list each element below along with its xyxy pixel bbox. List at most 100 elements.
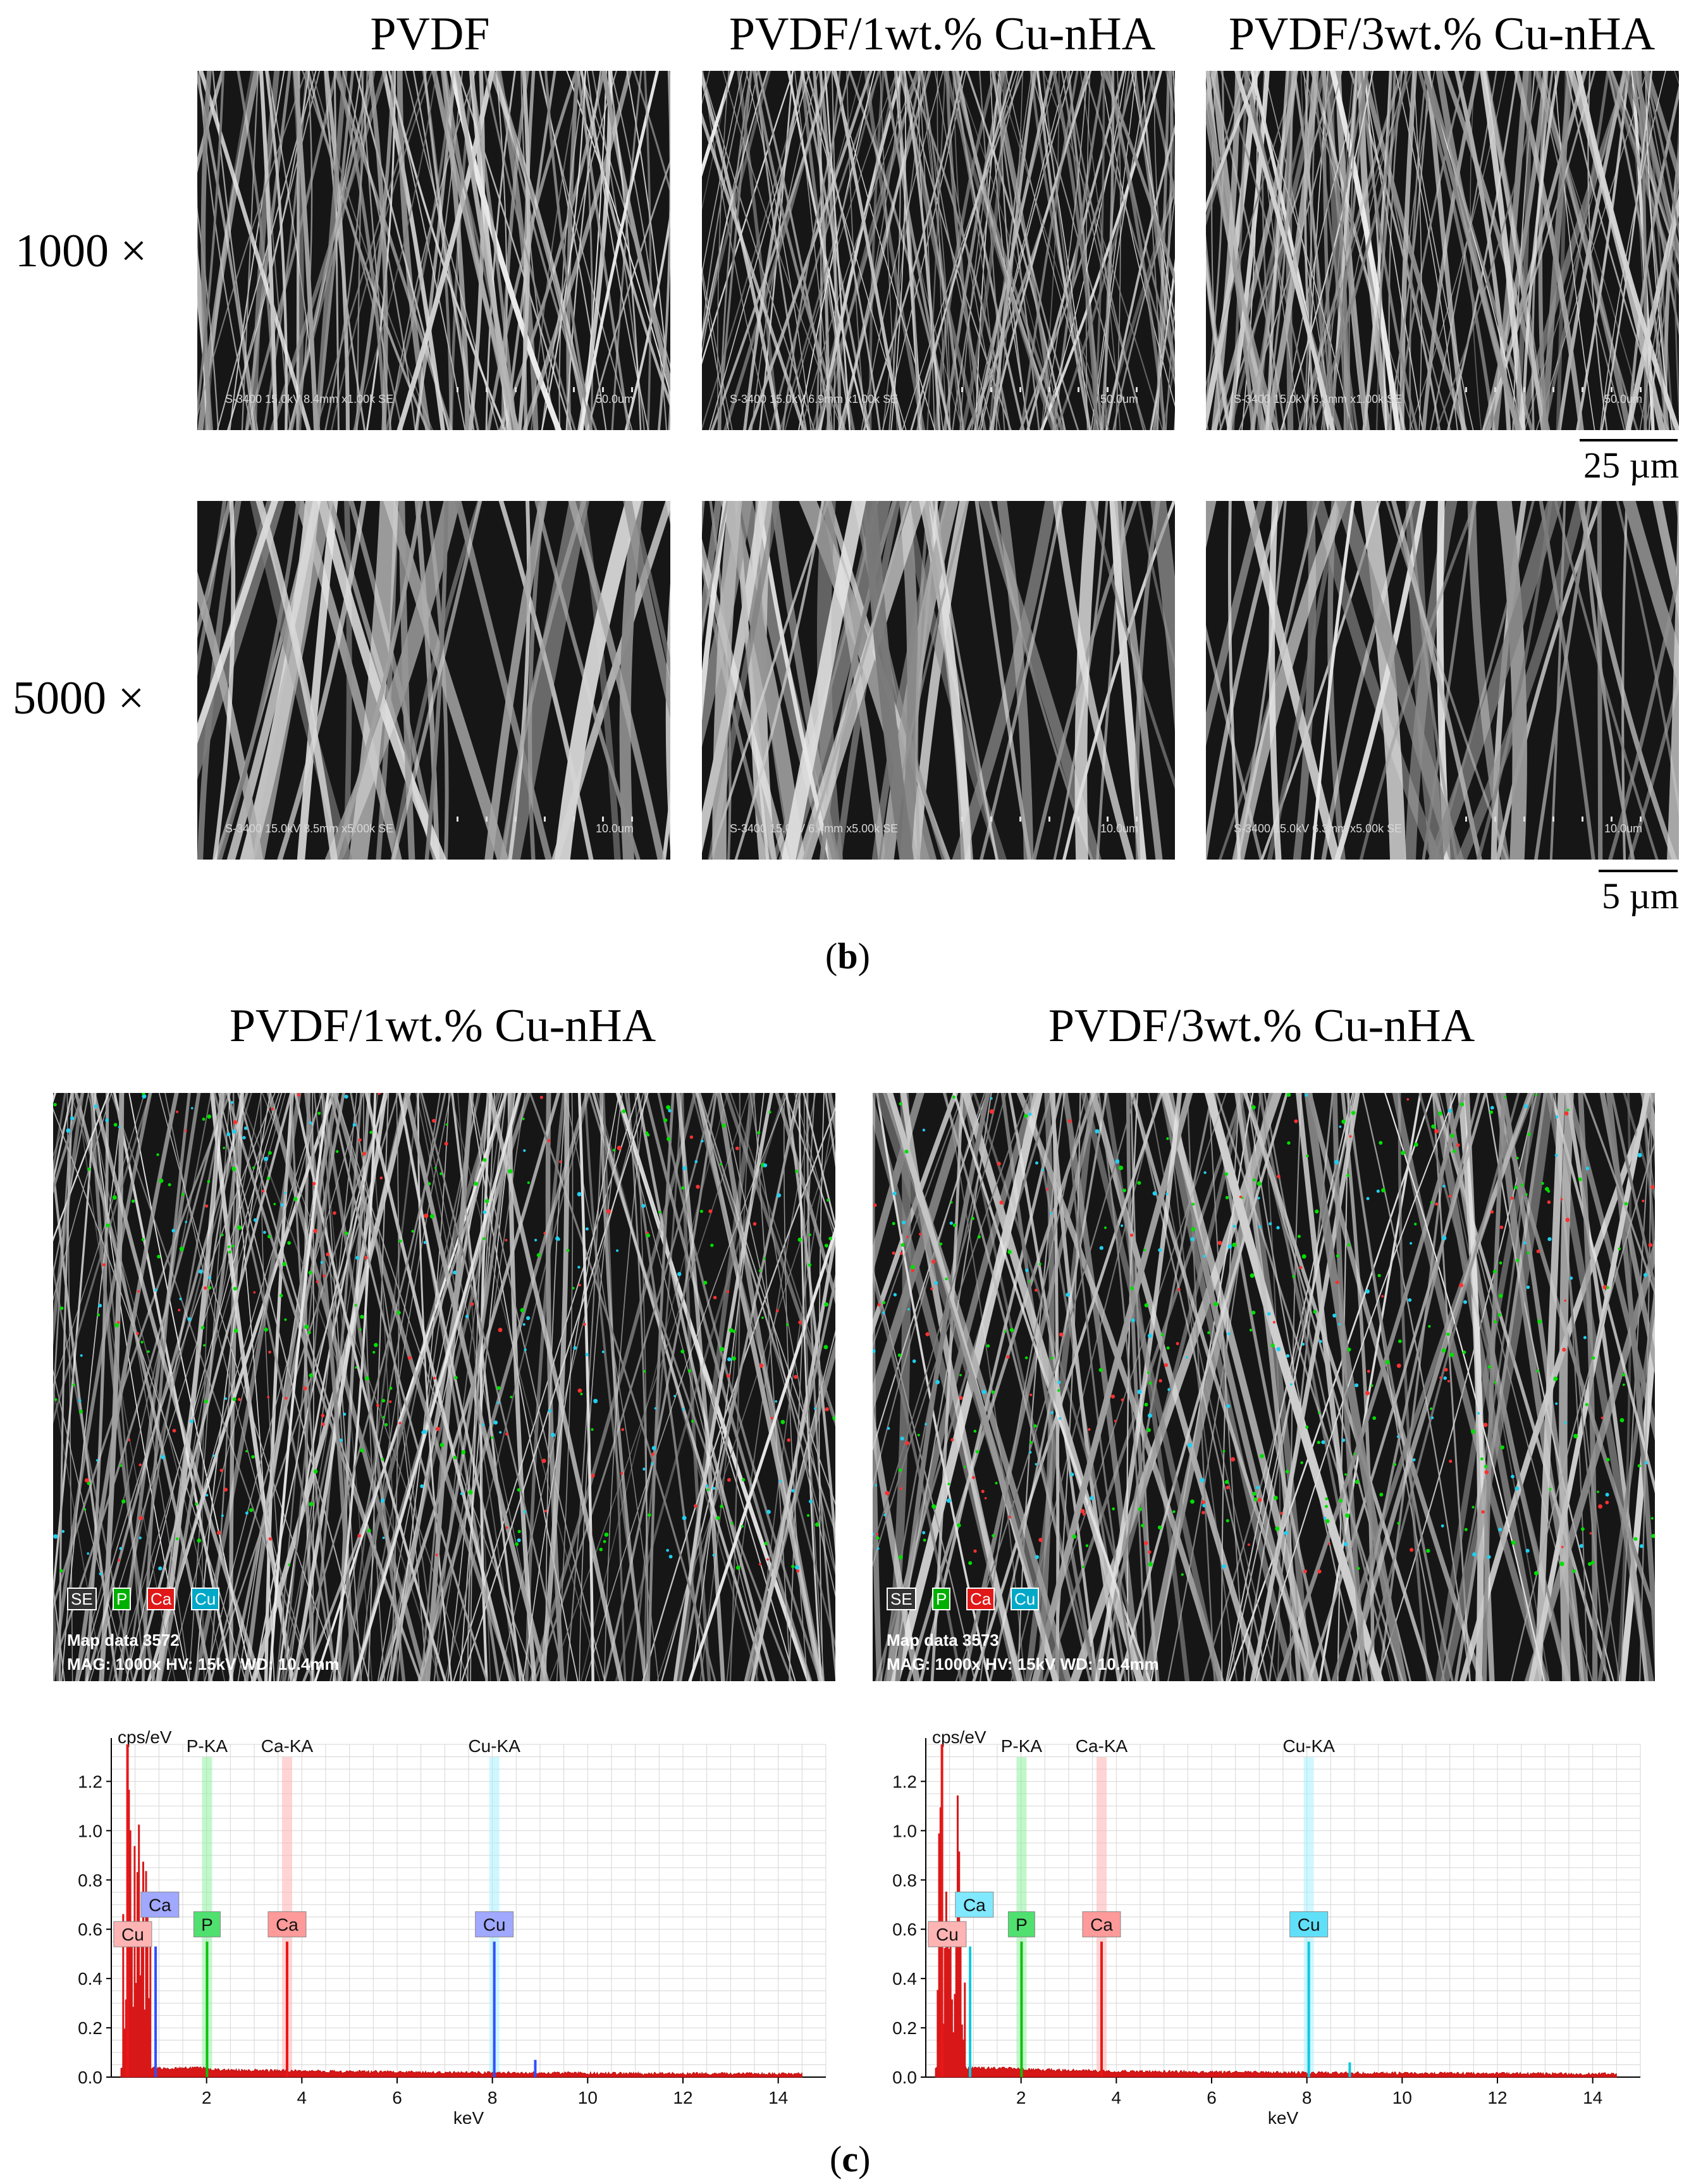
fiber: [366, 71, 396, 430]
fiber: [702, 71, 731, 211]
element-line-label: Cu-KA: [1282, 1736, 1335, 1756]
element-dot: [206, 1494, 209, 1496]
element-dot: [794, 1374, 798, 1379]
element-dot: [1251, 1311, 1256, 1315]
fiber: [229, 1093, 245, 1681]
fiber: [702, 71, 794, 365]
element-dot: [79, 1409, 83, 1414]
element-dot: [1344, 1473, 1347, 1476]
element-dot: [696, 1185, 700, 1189]
fiber: [699, 1093, 835, 1506]
element-dot: [1085, 1544, 1089, 1548]
fiber: [1160, 1093, 1296, 1681]
element-dot: [1438, 1111, 1442, 1116]
element-dot: [544, 1509, 548, 1513]
peak-label-box: [113, 1921, 152, 1947]
fiber: [112, 1093, 286, 1681]
element-dot: [200, 1326, 205, 1330]
scale-bar-label-25um: 25 µm: [1583, 445, 1679, 486]
fiber: [1623, 501, 1679, 687]
element-dot: [1033, 1424, 1037, 1428]
fiber: [702, 501, 753, 747]
fiber: [1312, 71, 1358, 430]
element-dot: [510, 1395, 513, 1398]
fiber: [1403, 71, 1474, 430]
element-dot: [1224, 1172, 1229, 1176]
peak-label: P: [201, 1915, 213, 1934]
element-dot: [157, 1254, 161, 1259]
element-dot: [1365, 1391, 1370, 1395]
element-dot: [517, 1488, 520, 1492]
element-dot: [1547, 1237, 1552, 1242]
fiber: [479, 1093, 493, 1681]
fiber: [1349, 1093, 1481, 1681]
fiber: [53, 1093, 145, 1388]
element-dot: [138, 1463, 142, 1467]
element-dot: [1303, 1569, 1307, 1574]
element-dot: [682, 1408, 685, 1411]
element-dot: [1250, 1273, 1255, 1278]
element-dot: [140, 1340, 144, 1344]
fiber: [1359, 501, 1478, 860]
element-dot: [1481, 1510, 1485, 1514]
element-dot: [1499, 1293, 1503, 1298]
element-dot: [648, 1513, 651, 1517]
element-dot: [221, 1233, 224, 1237]
fiber: [204, 1093, 364, 1681]
element-dot: [102, 1263, 106, 1267]
element-dot: [411, 1230, 414, 1233]
element-dot: [580, 1392, 583, 1396]
spectrum-continuum: [935, 2066, 1617, 2078]
element-dot: [1137, 1390, 1142, 1395]
fiber: [1392, 1093, 1550, 1681]
fiber: [241, 71, 259, 430]
fiber: [1348, 71, 1359, 430]
y-tick-label: 1.0: [892, 1821, 917, 1841]
element-dot: [1430, 1407, 1433, 1410]
element-dot: [1066, 1292, 1071, 1297]
fiber: [197, 71, 225, 173]
fiber: [806, 1093, 835, 1681]
element-dot: [369, 1130, 373, 1134]
element-dot: [694, 1160, 698, 1163]
fiber: [794, 1093, 835, 1244]
fiber: [802, 501, 910, 860]
x-tick-label: 14: [768, 2088, 788, 2107]
element-dot: [873, 1349, 876, 1354]
fiber: [1644, 71, 1679, 252]
fiber: [1431, 1093, 1547, 1681]
fiber: [806, 71, 881, 430]
x-tick-label: 14: [1583, 2088, 1602, 2107]
element-dot: [900, 1436, 904, 1441]
element-dot: [435, 1426, 440, 1431]
fiber: [1559, 1093, 1574, 1681]
element-dot: [429, 1214, 434, 1219]
element-dot: [1166, 1137, 1169, 1140]
element-dot: [1121, 1224, 1124, 1227]
eds-map-3wt: SE P Ca Cu Map data 3573 MAG: 1000x HV: …: [873, 1093, 1655, 1681]
element-dot: [989, 1109, 994, 1114]
element-dot: [422, 1429, 427, 1434]
element-dot: [1082, 1565, 1085, 1569]
element-dot: [892, 1222, 895, 1225]
fiber: [1667, 501, 1679, 860]
fiber: [757, 71, 832, 430]
fiber: [729, 1093, 741, 1681]
element-dot: [1428, 1324, 1431, 1328]
element-dot: [1110, 1394, 1115, 1399]
fiber: [708, 71, 811, 430]
element-dot: [1523, 1241, 1527, 1245]
element-dot: [646, 1133, 650, 1137]
element-dot: [526, 1316, 531, 1321]
fiber: [1398, 1093, 1430, 1681]
element-dot: [559, 1160, 562, 1163]
fiber: [579, 1093, 623, 1681]
element-dot: [522, 1118, 525, 1120]
fiber: [352, 1093, 521, 1681]
element-dot: [1252, 1178, 1256, 1182]
fiber: [1332, 1093, 1368, 1681]
element-dot: [667, 1137, 671, 1141]
element-dot: [1300, 1461, 1303, 1464]
fiber: [1644, 71, 1679, 186]
fiber: [647, 1093, 675, 1681]
